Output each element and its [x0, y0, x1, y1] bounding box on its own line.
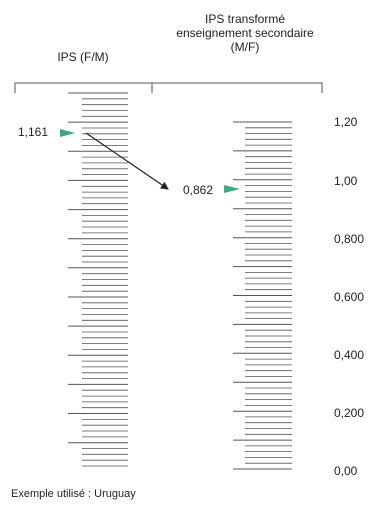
left-bracket [14, 82, 153, 93]
axis-label-0-00: 0,00 [334, 464, 358, 478]
left-scale-title: IPS (F/M) [57, 50, 109, 64]
axis-label-0-200: 0,200 [334, 406, 365, 420]
left-value-marker [60, 129, 75, 137]
axis-label-0-400: 0,400 [334, 348, 365, 362]
scale-brackets [14, 82, 323, 93]
axis-label-0-800: 0,800 [334, 232, 365, 246]
right-scale-title-line-2: enseignement secondaire [176, 26, 314, 40]
pointers [60, 129, 240, 193]
right-value-marker [224, 185, 240, 193]
right-scale-title-line-3: (M/F) [230, 40, 260, 54]
right-scale-ticks [233, 121, 292, 470]
connecting-arrow [85, 132, 169, 190]
right-bracket [152, 82, 323, 93]
right-value-label: 0,862 [183, 183, 214, 197]
axis-label-0-600: 0,600 [334, 290, 365, 304]
right-scale-title-line-1: IPS transformé [204, 12, 286, 26]
axis-label-1-00: 1,00 [334, 174, 358, 188]
left-value-label: 1,161 [18, 125, 49, 139]
footnote: Exemple utilisé : Uruguay [11, 488, 136, 500]
axis-label-1-20: 1,20 [334, 115, 358, 129]
left-scale-ticks [68, 92, 128, 467]
